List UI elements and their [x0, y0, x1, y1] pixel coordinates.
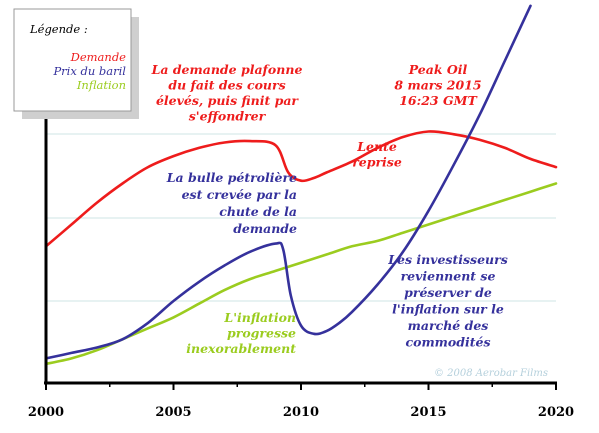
series-demande-line: [44, 130, 558, 248]
legend-title: Légende :: [29, 22, 88, 36]
x-tick-label: 2020: [538, 405, 574, 420]
annotation-lente-reprise: Lente reprise: [352, 139, 402, 170]
annotation-demande-plafonne: La demande plafonne du fait des cours élev…: [151, 62, 303, 124]
annotation-investisseurs: Les investisseurs reviennent se préserver …: [387, 252, 507, 350]
annotation-bulle-petroliere: La bulle pétrolière est crevée par la chut…: [166, 170, 297, 236]
series-prix-du-baril-line: [44, 4, 532, 360]
x-ticks: 2000 2005 2010 2015 2020: [28, 383, 574, 420]
legend-item-demande: Demande: [70, 50, 127, 64]
x-tick-label: 2000: [28, 405, 64, 420]
x-tick-label: 2015: [410, 405, 446, 420]
legend: Légende : Demande Prix du baril Inflatio…: [13, 8, 139, 119]
annotation-peak-oil: Peak Oil 8 mars 2015 16:23 GMT: [394, 62, 481, 108]
annotations: La demande plafonne du fait des cours élev…: [151, 62, 508, 356]
series-lines: [44, 4, 558, 366]
legend-item-prix-du-baril: Prix du baril: [52, 64, 126, 78]
x-tick-label: 2010: [283, 405, 319, 420]
legend-box: [13, 8, 132, 112]
legend-item-inflation: Inflation: [76, 78, 126, 92]
annotation-inflation-progresse: L'inflation progresse inexorablement: [186, 310, 296, 356]
x-tick-label: 2005: [155, 405, 191, 420]
copyright-credit: © 2008 Aerobar Films: [434, 368, 548, 379]
